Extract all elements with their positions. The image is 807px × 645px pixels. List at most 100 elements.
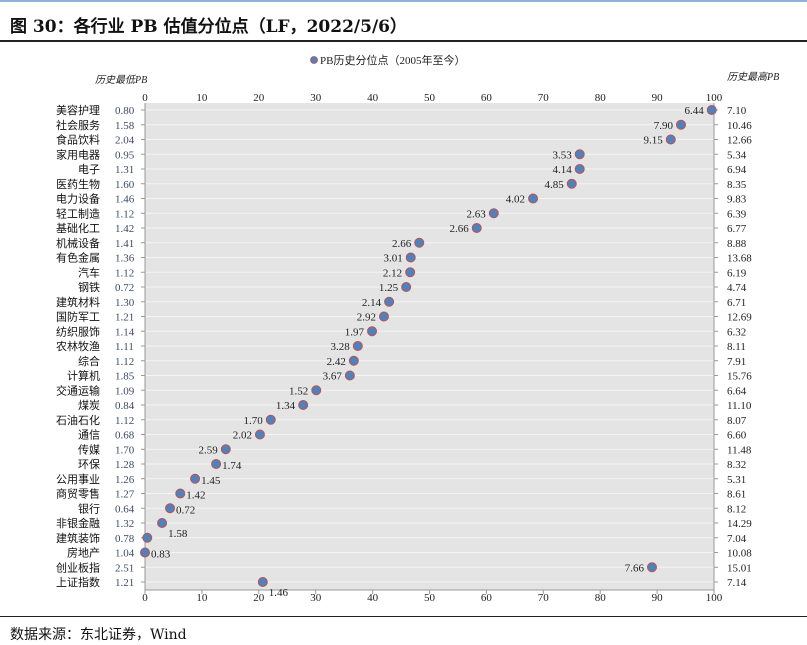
top-border (0, 0, 807, 2)
industry-label: 轻工制造 (56, 206, 100, 220)
x-tick-label-top: 10 (196, 92, 208, 104)
percentile-point (378, 311, 389, 322)
industry-label: 纺织服饰 (56, 324, 100, 338)
max-pb-value: 8.07 (727, 415, 747, 427)
industry-label: 机械设备 (56, 236, 100, 250)
footer-divider (0, 616, 807, 617)
point-label: 2.12 (383, 267, 402, 279)
max-pb-value: 7.91 (727, 356, 746, 368)
percentile-point (566, 178, 577, 189)
max-pb-value: 8.11 (727, 341, 746, 353)
industry-label: 家用电器 (56, 147, 100, 161)
percentile-point (405, 267, 416, 278)
point-label: 2.42 (327, 356, 346, 368)
data-source: 数据来源：东北证券，Wind (10, 627, 187, 643)
percentile-point (488, 208, 499, 219)
min-pb-value: 1.21 (115, 577, 134, 589)
left-axis-header: 历史最低PB (95, 74, 147, 86)
industry-label: 石油石化 (56, 413, 100, 427)
max-pb-value: 15.01 (727, 562, 752, 574)
min-pb-value: 1.12 (115, 415, 134, 427)
industry-label: 房地产 (67, 546, 100, 560)
min-pb-value: 1.85 (115, 371, 135, 383)
min-pb-value: 1.28 (115, 459, 135, 471)
industry-label: 交通运输 (56, 383, 100, 397)
percentile-point (384, 296, 395, 307)
min-pb-value: 1.26 (115, 474, 135, 486)
point-label: 1.25 (379, 282, 399, 294)
x-tick-label-top: 100 (706, 92, 723, 104)
percentile-point (414, 237, 425, 248)
industry-label: 建筑材料 (56, 295, 100, 309)
point-label: 1.34 (276, 400, 296, 412)
max-pb-value: 14.29 (727, 518, 752, 530)
point-label: 2.02 (233, 430, 252, 442)
point-label: 1.97 (345, 326, 365, 338)
min-pb-value: 0.84 (115, 400, 135, 412)
max-pb-value: 6.39 (727, 208, 747, 220)
x-tick-label-bottom: 90 (652, 592, 664, 604)
point-label: 4.02 (506, 194, 525, 206)
point-label: 7.90 (654, 120, 674, 132)
percentile-point (254, 429, 265, 440)
percentile-point (574, 149, 585, 160)
industry-label: 电子 (78, 163, 100, 176)
max-pb-value: 6.94 (727, 164, 747, 176)
percentile-point (211, 459, 222, 469)
right-axis-header: 历史最高PB (727, 71, 779, 83)
point-label: 0.83 (151, 549, 171, 561)
max-pb-value: 5.34 (727, 149, 747, 161)
min-pb-value: 1.42 (115, 223, 134, 235)
percentile-point (528, 193, 539, 204)
max-pb-value: 6.60 (727, 430, 747, 442)
point-label: 3.53 (552, 149, 572, 161)
percentile-point (257, 577, 268, 587)
max-pb-value: 11.10 (727, 400, 752, 412)
max-pb-value: 13.68 (727, 253, 752, 265)
max-pb-value: 8.35 (727, 179, 747, 191)
min-pb-value: 1.46 (115, 194, 135, 206)
industry-label: 建筑装饰 (56, 531, 100, 545)
percentile-point (665, 134, 676, 145)
min-pb-value: 1.32 (115, 518, 134, 530)
point-label: 2.92 (357, 312, 376, 324)
percentile-point (367, 326, 378, 337)
point-label: 3.01 (383, 253, 402, 265)
legend-marker (310, 56, 318, 64)
x-tick-label-bottom: 80 (595, 592, 607, 604)
figure-title: 图 30：各行业 PB 估值分位点（LF，2022/5/6） (10, 17, 407, 37)
industry-label: 环保 (78, 457, 100, 471)
industry-label: 煤炭 (78, 399, 100, 412)
x-tick-label-top: 50 (424, 92, 436, 104)
percentile-point (142, 532, 153, 543)
x-tick-label-bottom: 60 (481, 592, 493, 604)
min-pb-value: 1.30 (115, 297, 135, 309)
max-pb-value: 6.19 (727, 267, 747, 279)
industry-label: 传媒 (78, 443, 100, 456)
industry-label: 通信 (78, 429, 100, 442)
x-tick-label-bottom: 70 (538, 592, 550, 604)
point-label: 4.14 (552, 164, 572, 176)
point-label: 2.66 (449, 223, 469, 235)
min-pb-value: 1.11 (115, 341, 134, 353)
industry-label: 非银金融 (56, 516, 100, 530)
industry-label: 公用事业 (56, 473, 100, 486)
max-pb-value: 5.31 (727, 474, 746, 486)
title-divider (0, 40, 807, 42)
point-label: 2.63 (467, 208, 487, 220)
max-pb-value: 6.32 (727, 326, 746, 338)
industry-label: 美容护理 (56, 103, 100, 117)
max-pb-value: 7.14 (727, 577, 747, 589)
percentile-point (646, 562, 657, 573)
percentile-point (298, 400, 309, 410)
industry-label: 汽车 (78, 265, 100, 279)
min-pb-value: 1.21 (115, 312, 134, 324)
min-pb-value: 1.04 (115, 548, 135, 560)
industry-label: 食品饮料 (56, 133, 100, 147)
max-pb-value: 15.76 (727, 371, 752, 383)
x-tick-label-bottom: 100 (706, 592, 723, 604)
point-label: 1.45 (201, 475, 221, 487)
point-label: 1.70 (243, 415, 263, 427)
x-tick-label-top: 40 (367, 92, 379, 104)
